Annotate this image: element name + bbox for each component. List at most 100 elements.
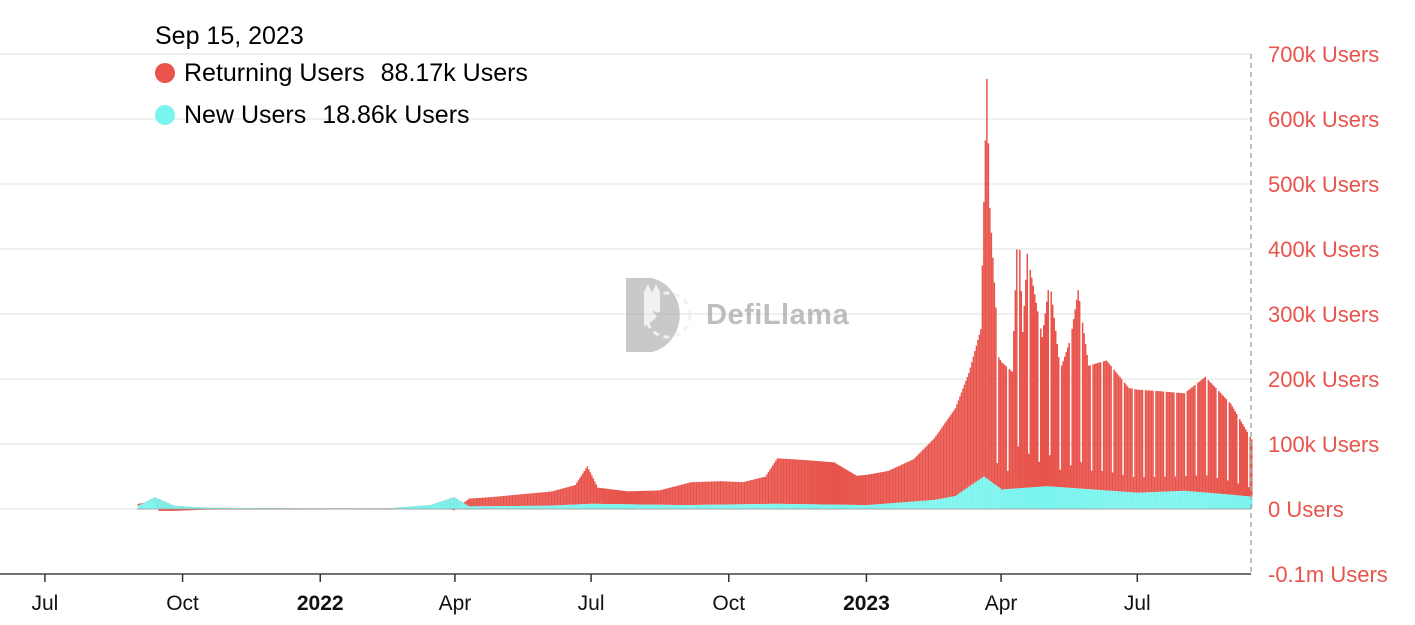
bar [766, 503, 768, 509]
bar [574, 504, 577, 509]
bar [1137, 389, 1139, 493]
bar [199, 507, 201, 509]
bar [727, 504, 729, 509]
bar [924, 500, 927, 509]
bar [806, 460, 809, 505]
bar [484, 506, 487, 509]
bar [1065, 487, 1067, 509]
bar [788, 503, 791, 509]
bar [763, 477, 765, 504]
bar [258, 508, 261, 509]
bar [817, 461, 819, 505]
bar [879, 472, 882, 505]
bar [911, 501, 913, 509]
bar [1068, 487, 1070, 509]
bar [148, 500, 150, 509]
bar [1153, 492, 1156, 509]
bar [511, 495, 514, 507]
legend-item-returning-users[interactable]: Returning Users 88.17k Users [155, 52, 528, 94]
bar [625, 504, 627, 509]
bar [755, 504, 758, 509]
bar [926, 500, 928, 509]
bar [472, 498, 475, 507]
bar [1054, 330, 1057, 487]
bar [1028, 453, 1030, 488]
bar [432, 504, 434, 509]
bar [1016, 249, 1018, 489]
bar [767, 503, 770, 509]
bar [427, 505, 430, 509]
bar [498, 506, 500, 509]
bar [1029, 269, 1032, 488]
bar [730, 504, 732, 509]
bar [724, 504, 726, 509]
bar [644, 490, 647, 505]
bar [670, 504, 672, 509]
bar [826, 504, 828, 509]
bar [842, 504, 844, 509]
bar [1057, 487, 1060, 509]
bar [808, 460, 810, 505]
bar [1248, 487, 1250, 497]
bar [1138, 492, 1141, 509]
bar [1215, 493, 1217, 509]
bar [852, 473, 855, 505]
bar [846, 504, 849, 509]
bar [227, 507, 229, 509]
bar [870, 504, 873, 509]
bar [619, 490, 622, 505]
x-tick-label: 2023 [843, 592, 890, 615]
bar [882, 503, 885, 509]
bar [565, 487, 568, 505]
bar [498, 496, 500, 507]
bar [1119, 491, 1121, 509]
bar [246, 508, 249, 509]
bar [908, 501, 910, 509]
bar [571, 485, 574, 505]
bar [631, 491, 633, 505]
bar [793, 504, 795, 509]
bar [562, 488, 565, 506]
bar [736, 481, 738, 505]
bar [502, 495, 505, 507]
bar [145, 501, 147, 509]
bar [1084, 488, 1087, 509]
bar [546, 491, 548, 506]
bar [1031, 487, 1033, 509]
bar [852, 504, 855, 509]
bar [1059, 469, 1061, 488]
bar [728, 481, 731, 505]
bar [1029, 487, 1032, 509]
bar [1179, 490, 1181, 509]
bar [1245, 429, 1247, 497]
y-tick-label: 400k Users [1268, 237, 1379, 262]
bar [190, 506, 192, 509]
bar [779, 458, 782, 504]
bar [1210, 493, 1213, 509]
bar [213, 507, 216, 509]
legend-item-new-users[interactable]: New Users 18.86k Users [155, 94, 528, 136]
bar [649, 490, 651, 505]
bar [610, 489, 613, 505]
legend-label: Returning Users [184, 59, 365, 87]
bar [805, 504, 807, 509]
bar [532, 493, 535, 506]
x-tick-label: 2022 [297, 592, 344, 615]
bar [1225, 398, 1228, 495]
bar [1022, 331, 1024, 488]
bar [606, 488, 608, 505]
bar [682, 505, 684, 509]
bar [652, 504, 654, 509]
bar [585, 468, 587, 505]
x-tick-label: Jul [31, 592, 58, 615]
bar [956, 404, 958, 495]
bar [941, 498, 943, 509]
bar [960, 491, 963, 509]
bar [832, 462, 834, 505]
bar [1242, 424, 1244, 496]
bar [1183, 490, 1186, 509]
bar [787, 503, 789, 509]
bar [1050, 291, 1052, 487]
bar [263, 508, 265, 509]
